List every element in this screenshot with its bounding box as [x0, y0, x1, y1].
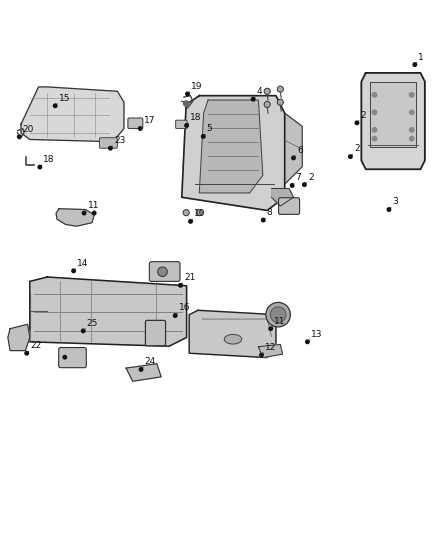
Circle shape: [260, 353, 263, 357]
Text: 14: 14: [77, 259, 88, 268]
Circle shape: [270, 307, 286, 322]
Polygon shape: [30, 277, 187, 346]
Circle shape: [306, 340, 309, 344]
Text: 18: 18: [190, 114, 201, 123]
Circle shape: [186, 92, 189, 96]
Circle shape: [372, 110, 377, 115]
Polygon shape: [361, 73, 425, 169]
Text: 13: 13: [311, 330, 322, 339]
Text: 6: 6: [297, 146, 303, 155]
Circle shape: [410, 128, 414, 132]
Circle shape: [38, 165, 42, 169]
Circle shape: [25, 351, 28, 355]
Circle shape: [264, 101, 270, 108]
Circle shape: [183, 209, 189, 216]
Circle shape: [18, 135, 21, 139]
Circle shape: [138, 127, 142, 130]
Circle shape: [139, 368, 143, 371]
Text: 3: 3: [392, 198, 398, 206]
Text: 15: 15: [59, 94, 70, 103]
Text: 11: 11: [274, 317, 286, 326]
Polygon shape: [8, 324, 30, 351]
Text: 24: 24: [145, 357, 156, 366]
Text: 19: 19: [191, 82, 202, 91]
Circle shape: [72, 269, 75, 273]
Polygon shape: [272, 189, 293, 206]
Circle shape: [92, 211, 96, 215]
Text: 23: 23: [114, 136, 125, 145]
Polygon shape: [126, 364, 161, 381]
Circle shape: [82, 211, 86, 215]
Text: 2: 2: [360, 111, 366, 120]
Text: 10: 10: [194, 209, 205, 219]
Text: 2: 2: [308, 173, 314, 182]
Circle shape: [158, 267, 167, 277]
Circle shape: [261, 219, 265, 222]
Circle shape: [269, 327, 272, 330]
Circle shape: [109, 147, 112, 150]
Circle shape: [410, 110, 414, 115]
Circle shape: [349, 155, 352, 158]
Circle shape: [355, 121, 359, 125]
Text: 12: 12: [265, 343, 276, 352]
Circle shape: [277, 86, 283, 92]
Text: 22: 22: [30, 341, 42, 350]
Text: 1: 1: [418, 53, 424, 61]
Circle shape: [63, 356, 67, 359]
Text: 7: 7: [296, 173, 301, 182]
Circle shape: [189, 220, 192, 223]
Text: 5: 5: [207, 124, 212, 133]
Text: 17: 17: [144, 117, 155, 125]
Circle shape: [413, 63, 417, 66]
Text: 21: 21: [184, 273, 195, 282]
Circle shape: [196, 209, 202, 216]
FancyBboxPatch shape: [149, 262, 180, 281]
Circle shape: [53, 104, 57, 108]
Circle shape: [410, 136, 414, 141]
Text: 2: 2: [354, 144, 360, 154]
Ellipse shape: [224, 334, 242, 344]
Circle shape: [179, 284, 182, 287]
Polygon shape: [56, 209, 94, 226]
Text: 25: 25: [87, 319, 98, 328]
Circle shape: [251, 98, 255, 101]
FancyBboxPatch shape: [145, 320, 166, 346]
Polygon shape: [199, 100, 263, 193]
Polygon shape: [258, 344, 283, 358]
Circle shape: [410, 93, 414, 97]
Circle shape: [185, 124, 188, 127]
Circle shape: [266, 302, 290, 327]
Text: 20: 20: [23, 125, 34, 134]
Circle shape: [173, 314, 177, 317]
Circle shape: [81, 329, 85, 333]
Text: 8: 8: [267, 208, 272, 217]
FancyBboxPatch shape: [176, 120, 187, 128]
Circle shape: [201, 135, 205, 138]
Text: 4: 4: [257, 87, 262, 96]
FancyBboxPatch shape: [279, 198, 300, 214]
Circle shape: [387, 208, 391, 211]
FancyBboxPatch shape: [59, 348, 86, 368]
Circle shape: [372, 128, 377, 132]
Circle shape: [303, 183, 306, 187]
Polygon shape: [370, 82, 416, 147]
Circle shape: [184, 101, 189, 106]
Polygon shape: [182, 96, 285, 211]
FancyBboxPatch shape: [99, 138, 117, 148]
Circle shape: [372, 136, 377, 141]
Circle shape: [264, 88, 270, 94]
Text: 18: 18: [43, 155, 55, 164]
Polygon shape: [21, 87, 124, 142]
Polygon shape: [189, 310, 276, 358]
Circle shape: [292, 156, 295, 159]
Circle shape: [372, 93, 377, 97]
Circle shape: [277, 99, 283, 106]
Circle shape: [290, 184, 294, 187]
Text: 16: 16: [179, 303, 190, 312]
FancyBboxPatch shape: [128, 118, 143, 128]
Text: 11: 11: [88, 201, 99, 210]
Polygon shape: [285, 113, 302, 184]
